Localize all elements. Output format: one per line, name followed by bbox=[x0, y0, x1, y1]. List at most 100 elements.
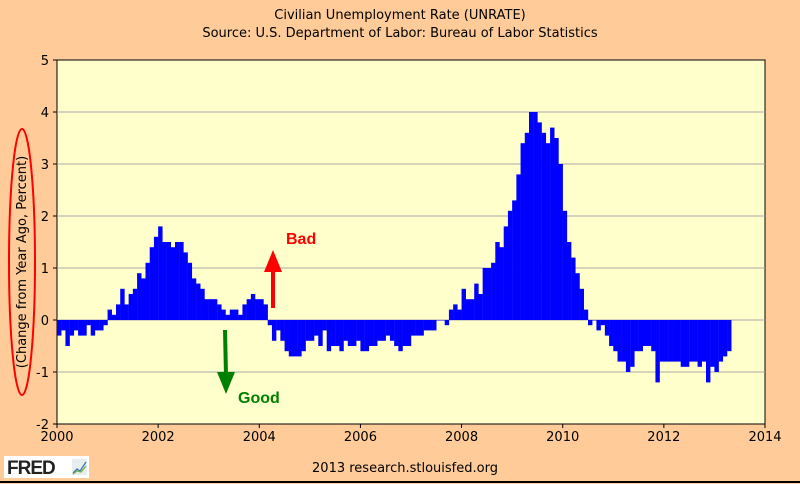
bar bbox=[398, 320, 403, 352]
bar bbox=[175, 242, 180, 320]
bar bbox=[187, 262, 193, 320]
bar bbox=[533, 112, 538, 320]
bar bbox=[309, 320, 315, 341]
bar bbox=[499, 247, 504, 320]
bar bbox=[457, 309, 462, 320]
bar bbox=[107, 309, 112, 320]
bar bbox=[722, 320, 728, 357]
bar bbox=[583, 309, 589, 320]
bar bbox=[609, 320, 614, 346]
y-tick-label: 4 bbox=[41, 106, 49, 121]
bar bbox=[655, 320, 660, 383]
bar bbox=[663, 320, 669, 362]
bar bbox=[132, 288, 138, 320]
x-tick-label: 2012 bbox=[647, 430, 680, 445]
bar bbox=[474, 283, 479, 320]
bar bbox=[166, 242, 171, 320]
bar bbox=[461, 288, 466, 320]
bar bbox=[604, 320, 610, 336]
bar bbox=[267, 320, 273, 326]
bar bbox=[339, 320, 344, 352]
bar bbox=[352, 320, 357, 346]
bar bbox=[529, 112, 534, 320]
bar bbox=[634, 320, 639, 352]
bar bbox=[103, 320, 108, 326]
good-label: Good bbox=[238, 390, 280, 407]
bar bbox=[373, 320, 378, 346]
bar bbox=[482, 268, 488, 320]
bar bbox=[423, 320, 429, 331]
bar bbox=[389, 320, 395, 341]
x-tick-label: 2006 bbox=[344, 430, 377, 445]
y-tick-label: 0 bbox=[41, 314, 49, 329]
bar bbox=[545, 143, 551, 320]
bar bbox=[124, 304, 129, 320]
bar bbox=[600, 320, 606, 326]
bar bbox=[651, 320, 656, 352]
footer-source: 2013 research.stlouisfed.org bbox=[312, 461, 498, 476]
bar bbox=[558, 164, 563, 320]
bar bbox=[512, 200, 517, 320]
bar bbox=[364, 320, 370, 352]
bar bbox=[162, 242, 167, 320]
bar bbox=[621, 320, 627, 362]
bar bbox=[524, 132, 530, 320]
bad-label: Bad bbox=[286, 231, 316, 248]
bar bbox=[221, 309, 226, 320]
bar bbox=[330, 320, 336, 346]
bar bbox=[158, 226, 163, 320]
bar bbox=[588, 320, 593, 326]
bar bbox=[360, 320, 365, 352]
x-tick-label: 2002 bbox=[142, 430, 175, 445]
bar bbox=[495, 242, 500, 320]
bar bbox=[625, 320, 631, 372]
bar bbox=[689, 320, 694, 362]
bar bbox=[575, 273, 580, 320]
bar bbox=[684, 320, 690, 367]
bar bbox=[693, 320, 698, 362]
bar bbox=[73, 320, 79, 331]
bar bbox=[550, 127, 555, 320]
bar bbox=[507, 210, 513, 320]
bar bbox=[478, 294, 483, 320]
bar bbox=[259, 299, 264, 320]
x-tick-label: 2008 bbox=[445, 430, 478, 445]
bar bbox=[436, 320, 441, 321]
bar bbox=[204, 299, 209, 320]
bar bbox=[99, 320, 104, 331]
bar bbox=[94, 320, 100, 331]
bar bbox=[537, 122, 542, 321]
bar bbox=[470, 299, 475, 320]
bar bbox=[427, 320, 433, 331]
bar bbox=[335, 320, 340, 346]
bar bbox=[668, 320, 673, 362]
bar bbox=[305, 320, 311, 341]
bar bbox=[128, 294, 134, 320]
bar bbox=[238, 314, 243, 320]
bar bbox=[385, 320, 391, 336]
good-arrow bbox=[217, 329, 235, 394]
bar bbox=[659, 320, 665, 362]
bar bbox=[554, 138, 559, 320]
svg-text:FRED: FRED bbox=[7, 458, 55, 478]
bar bbox=[638, 320, 643, 352]
bar bbox=[613, 320, 618, 352]
y-tick-label: 2 bbox=[41, 210, 49, 225]
bar bbox=[179, 242, 184, 320]
bar bbox=[406, 320, 412, 346]
bar bbox=[234, 309, 239, 320]
chart-subtitle: Source: U.S. Department of Labor: Bureau… bbox=[202, 26, 598, 41]
bar bbox=[86, 320, 91, 326]
bar bbox=[297, 320, 302, 357]
bar bbox=[718, 320, 724, 362]
ylabel-highlight-ellipse bbox=[8, 128, 36, 396]
bar bbox=[120, 288, 125, 320]
bar bbox=[592, 320, 597, 321]
bar bbox=[381, 320, 386, 341]
bar bbox=[415, 320, 420, 336]
fred-logo: FRED bbox=[4, 456, 89, 479]
bar bbox=[440, 320, 445, 321]
bar bbox=[402, 320, 407, 346]
bar bbox=[318, 320, 323, 346]
bar bbox=[170, 247, 176, 320]
